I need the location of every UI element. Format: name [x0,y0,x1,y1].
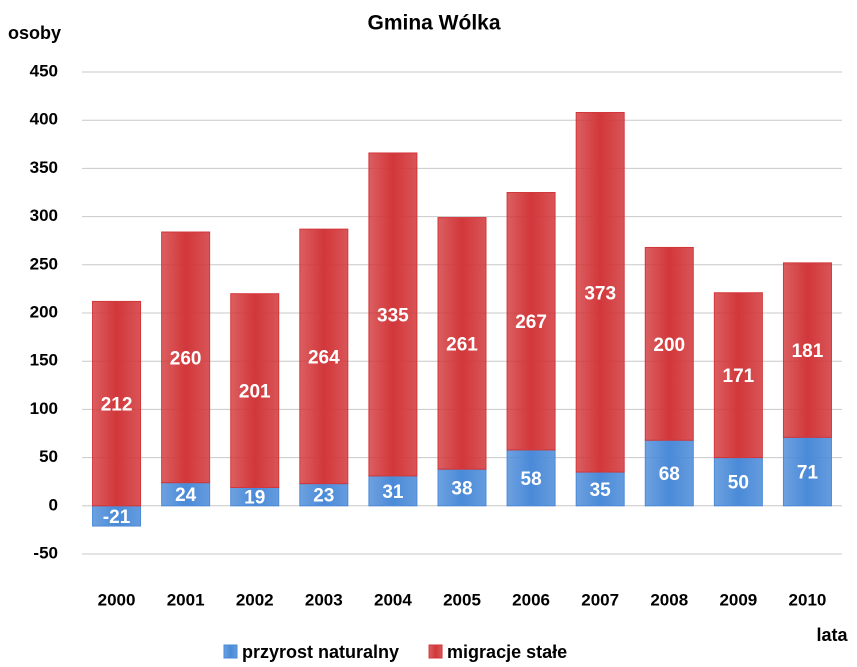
bar [782,436,832,507]
data-label: 50 [728,473,749,494]
legend-label: migracje stałe [447,642,567,662]
x-tick-label: 2001 [167,590,205,609]
x-tick-label: 2004 [374,590,412,609]
y-tick-label: 450 [30,61,58,80]
x-tick-label: 2007 [581,590,619,609]
y-tick-label: 300 [30,206,58,225]
data-label: 58 [521,469,542,490]
bar [299,228,349,485]
data-label: 19 [244,488,265,509]
x-tick-label: 2008 [650,590,688,609]
bar [644,439,694,507]
data-label: 264 [308,347,340,368]
y-tick-label: 350 [30,158,58,177]
x-tick-label: 2003 [305,590,343,609]
x-tick-label: 2005 [443,590,481,609]
data-label: 38 [451,478,472,499]
data-label: 68 [659,464,680,485]
bar [575,471,625,507]
data-label: 171 [723,366,755,387]
x-tick-label: 2002 [236,590,274,609]
data-label: 335 [377,305,409,326]
data-label: 23 [313,486,334,507]
bar [92,300,142,507]
bar [437,468,487,507]
bar [575,111,625,473]
legend-swatch [223,644,238,659]
data-label: 373 [584,283,616,304]
x-axis-label: lata [816,625,848,645]
y-tick-label: 250 [30,254,58,273]
y-tick-label: 100 [30,399,58,418]
x-tick-label: 2000 [98,590,136,609]
data-label: 35 [590,480,612,501]
bar [368,152,418,477]
y-axis-label: osoby [8,23,61,43]
bar [368,475,418,507]
y-tick-label: 400 [30,110,58,129]
data-label: 200 [653,335,685,356]
y-tick-label: 150 [30,351,58,370]
bar [506,449,556,507]
data-label: 260 [170,348,202,369]
y-tick-label: 200 [30,302,58,321]
legend-swatch [428,644,443,659]
data-label: 261 [446,334,478,355]
bar [713,457,763,507]
bar [161,231,211,484]
y-tick-label: -50 [33,543,58,562]
data-label: 212 [101,395,133,416]
data-label: 201 [239,382,271,403]
data-label: 267 [515,312,547,333]
x-tick-label: 2009 [719,590,757,609]
data-label: 24 [175,485,197,506]
bar [713,292,763,459]
x-tick-label: 2006 [512,590,550,609]
x-tick-label: 2010 [789,590,827,609]
chart-title: Gmina Wólka [367,12,500,35]
data-label: 31 [382,482,404,503]
data-label: 71 [797,463,819,484]
bar [230,293,280,488]
legend-label: przyrost naturalny [242,642,399,662]
bar [506,192,556,451]
bar [782,262,832,438]
y-tick-label: 50 [39,447,58,466]
bar [644,246,694,441]
data-label: 181 [792,341,824,362]
data-label: -21 [103,507,131,528]
bar [437,217,487,470]
y-tick-label: 0 [49,495,58,514]
